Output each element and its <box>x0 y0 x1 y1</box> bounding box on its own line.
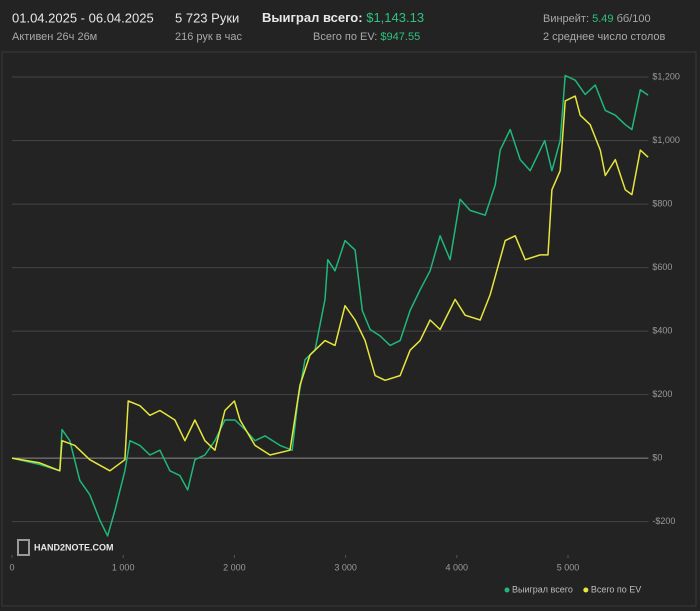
x-tick-label: 4 000 <box>446 562 469 572</box>
won-total: Выиграл всего: $1,143.13 <box>262 10 424 25</box>
winrate: Винрейт: 5.49 бб/100 <box>543 13 651 25</box>
y-tick-label: $800 <box>652 198 672 208</box>
y-tick-label: $1,200 <box>652 71 680 81</box>
y-tick-label: -$200 <box>652 516 675 526</box>
watermark: HAND2NOTE.COM <box>34 542 114 552</box>
date-range: 01.04.2025 - 06.04.2025 <box>12 10 154 25</box>
won-value: $1,143.13 <box>366 10 424 25</box>
winrate-label: Винрейт: <box>543 13 589 25</box>
ev-label: Всего по EV: <box>313 31 377 43</box>
x-tick-label: 5 000 <box>557 562 580 572</box>
plot: -$200 $0 $200 $400 $600 $800 $1,000 $1,200 0 1 00… <box>9 71 679 594</box>
y-tick-label: $1,000 <box>652 135 680 145</box>
legend-label: Выиграл всего <box>512 584 573 594</box>
legend-swatch <box>504 587 510 593</box>
y-tick-label: $0 <box>652 453 662 463</box>
y-tick-label: $400 <box>652 325 672 335</box>
hands-per-hour: 216 рук в час <box>175 31 243 43</box>
ev-value: $947.55 <box>380 31 420 43</box>
chart-frame <box>1 51 697 607</box>
active-time: Активен 26ч 26м <box>12 31 97 43</box>
tables: 2 среднее число столов <box>543 31 665 43</box>
series-line <box>11 95 649 472</box>
hands: 5 723 Руки <box>175 10 239 25</box>
y-tick-label: $600 <box>652 262 672 272</box>
legend-label: Всего по EV <box>591 584 641 594</box>
legend-swatch <box>583 587 589 593</box>
x-tick-label: 0 <box>9 562 14 572</box>
logo-icon <box>17 539 30 556</box>
winrate-value: 5.49 <box>592 13 613 25</box>
won-label: Выиграл всего: <box>262 10 363 25</box>
ev-total: Всего по EV: $947.55 <box>313 31 420 43</box>
x-tick-label: 1 000 <box>112 562 135 572</box>
series-line <box>11 74 649 537</box>
x-tick-label: 3 000 <box>334 562 357 572</box>
x-tick-label: 2 000 <box>223 562 246 572</box>
y-tick-label: $200 <box>652 389 672 399</box>
winrate-unit: бб/100 <box>617 13 651 25</box>
